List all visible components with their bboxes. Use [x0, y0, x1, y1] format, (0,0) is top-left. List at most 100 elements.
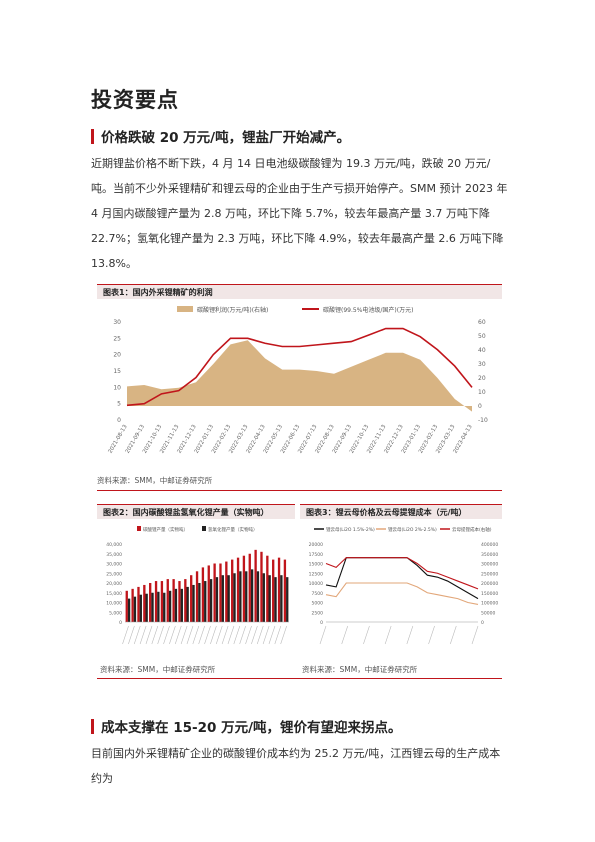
figure3-chart: 锂云母(Li2O 1.5%-2%) 锂云母(Li2O 2%-2.5%) 云母提锂成本… [309, 526, 498, 645]
x-tick-mark [341, 625, 348, 645]
x-tick-mark [262, 625, 270, 645]
section-heading-price: 价格跌破 20 万元/吨，锂盐厂开始减产。 [91, 126, 350, 146]
bar-li2co3 [154, 581, 158, 622]
bar-lioh [198, 583, 201, 622]
legend-label-profit: 碳酸锂利润(万元/吨)(右轴) [197, 306, 268, 314]
bar-li2co3 [236, 557, 240, 622]
y-left-tick-label: 20000 [309, 542, 323, 548]
figure1-source: 资料来源：SMM，中邮证券研究所 [97, 476, 213, 485]
divider [97, 490, 502, 491]
y-right-tick-label: 400000 [481, 542, 498, 548]
figure2-source: 资料来源：SMM，中邮证券研究所 [100, 665, 216, 674]
x-tick-mark [210, 625, 217, 645]
price-line [126, 327, 473, 407]
legend-label-price: 碳酸锂(99.5%电池级/国产)(万元) [323, 306, 413, 314]
bar-li2co3 [131, 588, 134, 622]
y-left-tick-label: 5000 [312, 601, 324, 607]
bar-lioh [233, 573, 236, 622]
figure2-title: 图表2：国内碳酸锂盐氢氧化锂产量（实物吨） [97, 504, 295, 519]
legend-label-lioh: 氢氧化锂产量（实物吨） [208, 526, 258, 533]
bar-lioh [204, 581, 207, 622]
bar-lioh [186, 586, 189, 622]
bar-lioh [127, 598, 131, 622]
x-tick-mark [221, 625, 229, 645]
bar-lioh [133, 596, 137, 622]
bar-li2co3 [190, 575, 193, 622]
bar-li2co3 [207, 565, 210, 622]
x-tick-mark [363, 625, 370, 645]
figure3-title: 图表3：锂云母价格及云母提锂成本（元/吨） [300, 504, 502, 519]
bar-lioh [163, 592, 166, 622]
legend-swatch-lioh [202, 526, 206, 531]
y-left-tick-label: 0 [117, 417, 121, 424]
figure2-chart: 碳酸锂产量（实物吨） 氢氧化锂产量（实物吨） 0 5,000 10,000 15,000 2… [106, 526, 289, 645]
bar-li2co3 [213, 563, 216, 622]
bar-lioh [168, 590, 172, 622]
x-tick-mark [215, 625, 223, 645]
y-left-tick-label: 15 [113, 368, 121, 375]
y-right-tick-label: 150000 [481, 591, 498, 597]
y-right-tick-label: -10 [478, 417, 488, 424]
bar-lioh [215, 577, 219, 622]
figure1-chart: 碳酸锂利润(万元/吨)(右轴) 碳酸锂(99.5%电池级/国产)(万元) 0 5 10 1… [108, 306, 488, 455]
bar-li2co3 [266, 555, 269, 622]
bar-lioh [256, 571, 260, 622]
x-tick-mark [122, 625, 129, 645]
legend-label-li2co3: 碳酸锂产量（实物吨） [143, 526, 188, 533]
x-tick-mark [384, 625, 392, 645]
bar-lioh [139, 594, 142, 622]
x-tick-mark [180, 625, 188, 645]
figure3-source: 资料来源：SMM，中邮证券研究所 [302, 665, 418, 674]
bar-lioh [245, 571, 248, 622]
bar-lioh [221, 575, 224, 622]
bar-li2co3 [254, 549, 257, 622]
y-left-tick-label: 30 [113, 319, 121, 326]
x-tick-mark [233, 625, 241, 645]
y-right-tick-label: 50000 [481, 610, 495, 616]
y-left-tick-label: 25 [113, 335, 121, 342]
bar-li2co3 [272, 559, 275, 622]
y-right-tick-label: 350000 [481, 552, 498, 558]
x-tick-mark [227, 625, 235, 645]
bar-lioh [180, 588, 183, 622]
bar-li2co3 [160, 581, 164, 622]
x-tick-mark [151, 625, 159, 645]
x-tick-mark [268, 625, 276, 645]
legend-swatch-li2co3 [137, 526, 141, 531]
line-mica1 [325, 557, 479, 600]
y-right-tick-label: 60 [478, 319, 486, 326]
bar-lioh [192, 584, 195, 622]
bar-lioh [286, 577, 289, 622]
bar-lioh [151, 592, 154, 622]
x-tick-mark [245, 625, 252, 645]
heading-marker [91, 719, 94, 734]
y-right-tick-label: 10 [478, 389, 486, 396]
bar-li2co3 [283, 559, 287, 622]
section-heading-cost: 成本支撑在 15-20 万元/吨，锂价有望迎来拐点。 [91, 716, 402, 736]
x-tick-mark [319, 625, 327, 645]
bar-li2co3 [201, 567, 205, 622]
legend-label-mica1: 锂云母(Li2O 1.5%-2%) [326, 526, 375, 533]
y-right-tick-label: 30 [478, 361, 486, 368]
legend-swatch-profit [177, 306, 193, 312]
bar-li2co3 [195, 571, 199, 622]
x-tick-mark [274, 625, 282, 645]
y-left-tick-label: 0 [320, 620, 323, 626]
figure1-title: 图表1：国内外采锂精矿的利润 [97, 284, 502, 299]
bar-li2co3 [219, 563, 222, 622]
x-tick-mark [133, 625, 141, 645]
bar-li2co3 [178, 581, 181, 622]
y-right-tick-label: 0 [481, 620, 484, 626]
x-tick-mark [204, 625, 211, 645]
bar-lioh [174, 588, 178, 622]
bar-lioh [239, 571, 242, 622]
bar-li2co3 [277, 557, 281, 622]
bar-lioh [227, 575, 230, 622]
x-tick-mark [239, 625, 246, 645]
bar-li2co3 [137, 586, 140, 622]
section-heading-text: 价格跌破 20 万元/吨，锂盐厂开始减产。 [101, 130, 351, 146]
section-heading-text: 成本支撑在 15-20 万元/吨，锂价有望迎来拐点。 [101, 720, 402, 736]
y-tick-label: 0 [119, 620, 122, 626]
bar-lioh [209, 579, 213, 622]
x-tick-mark [192, 625, 200, 645]
